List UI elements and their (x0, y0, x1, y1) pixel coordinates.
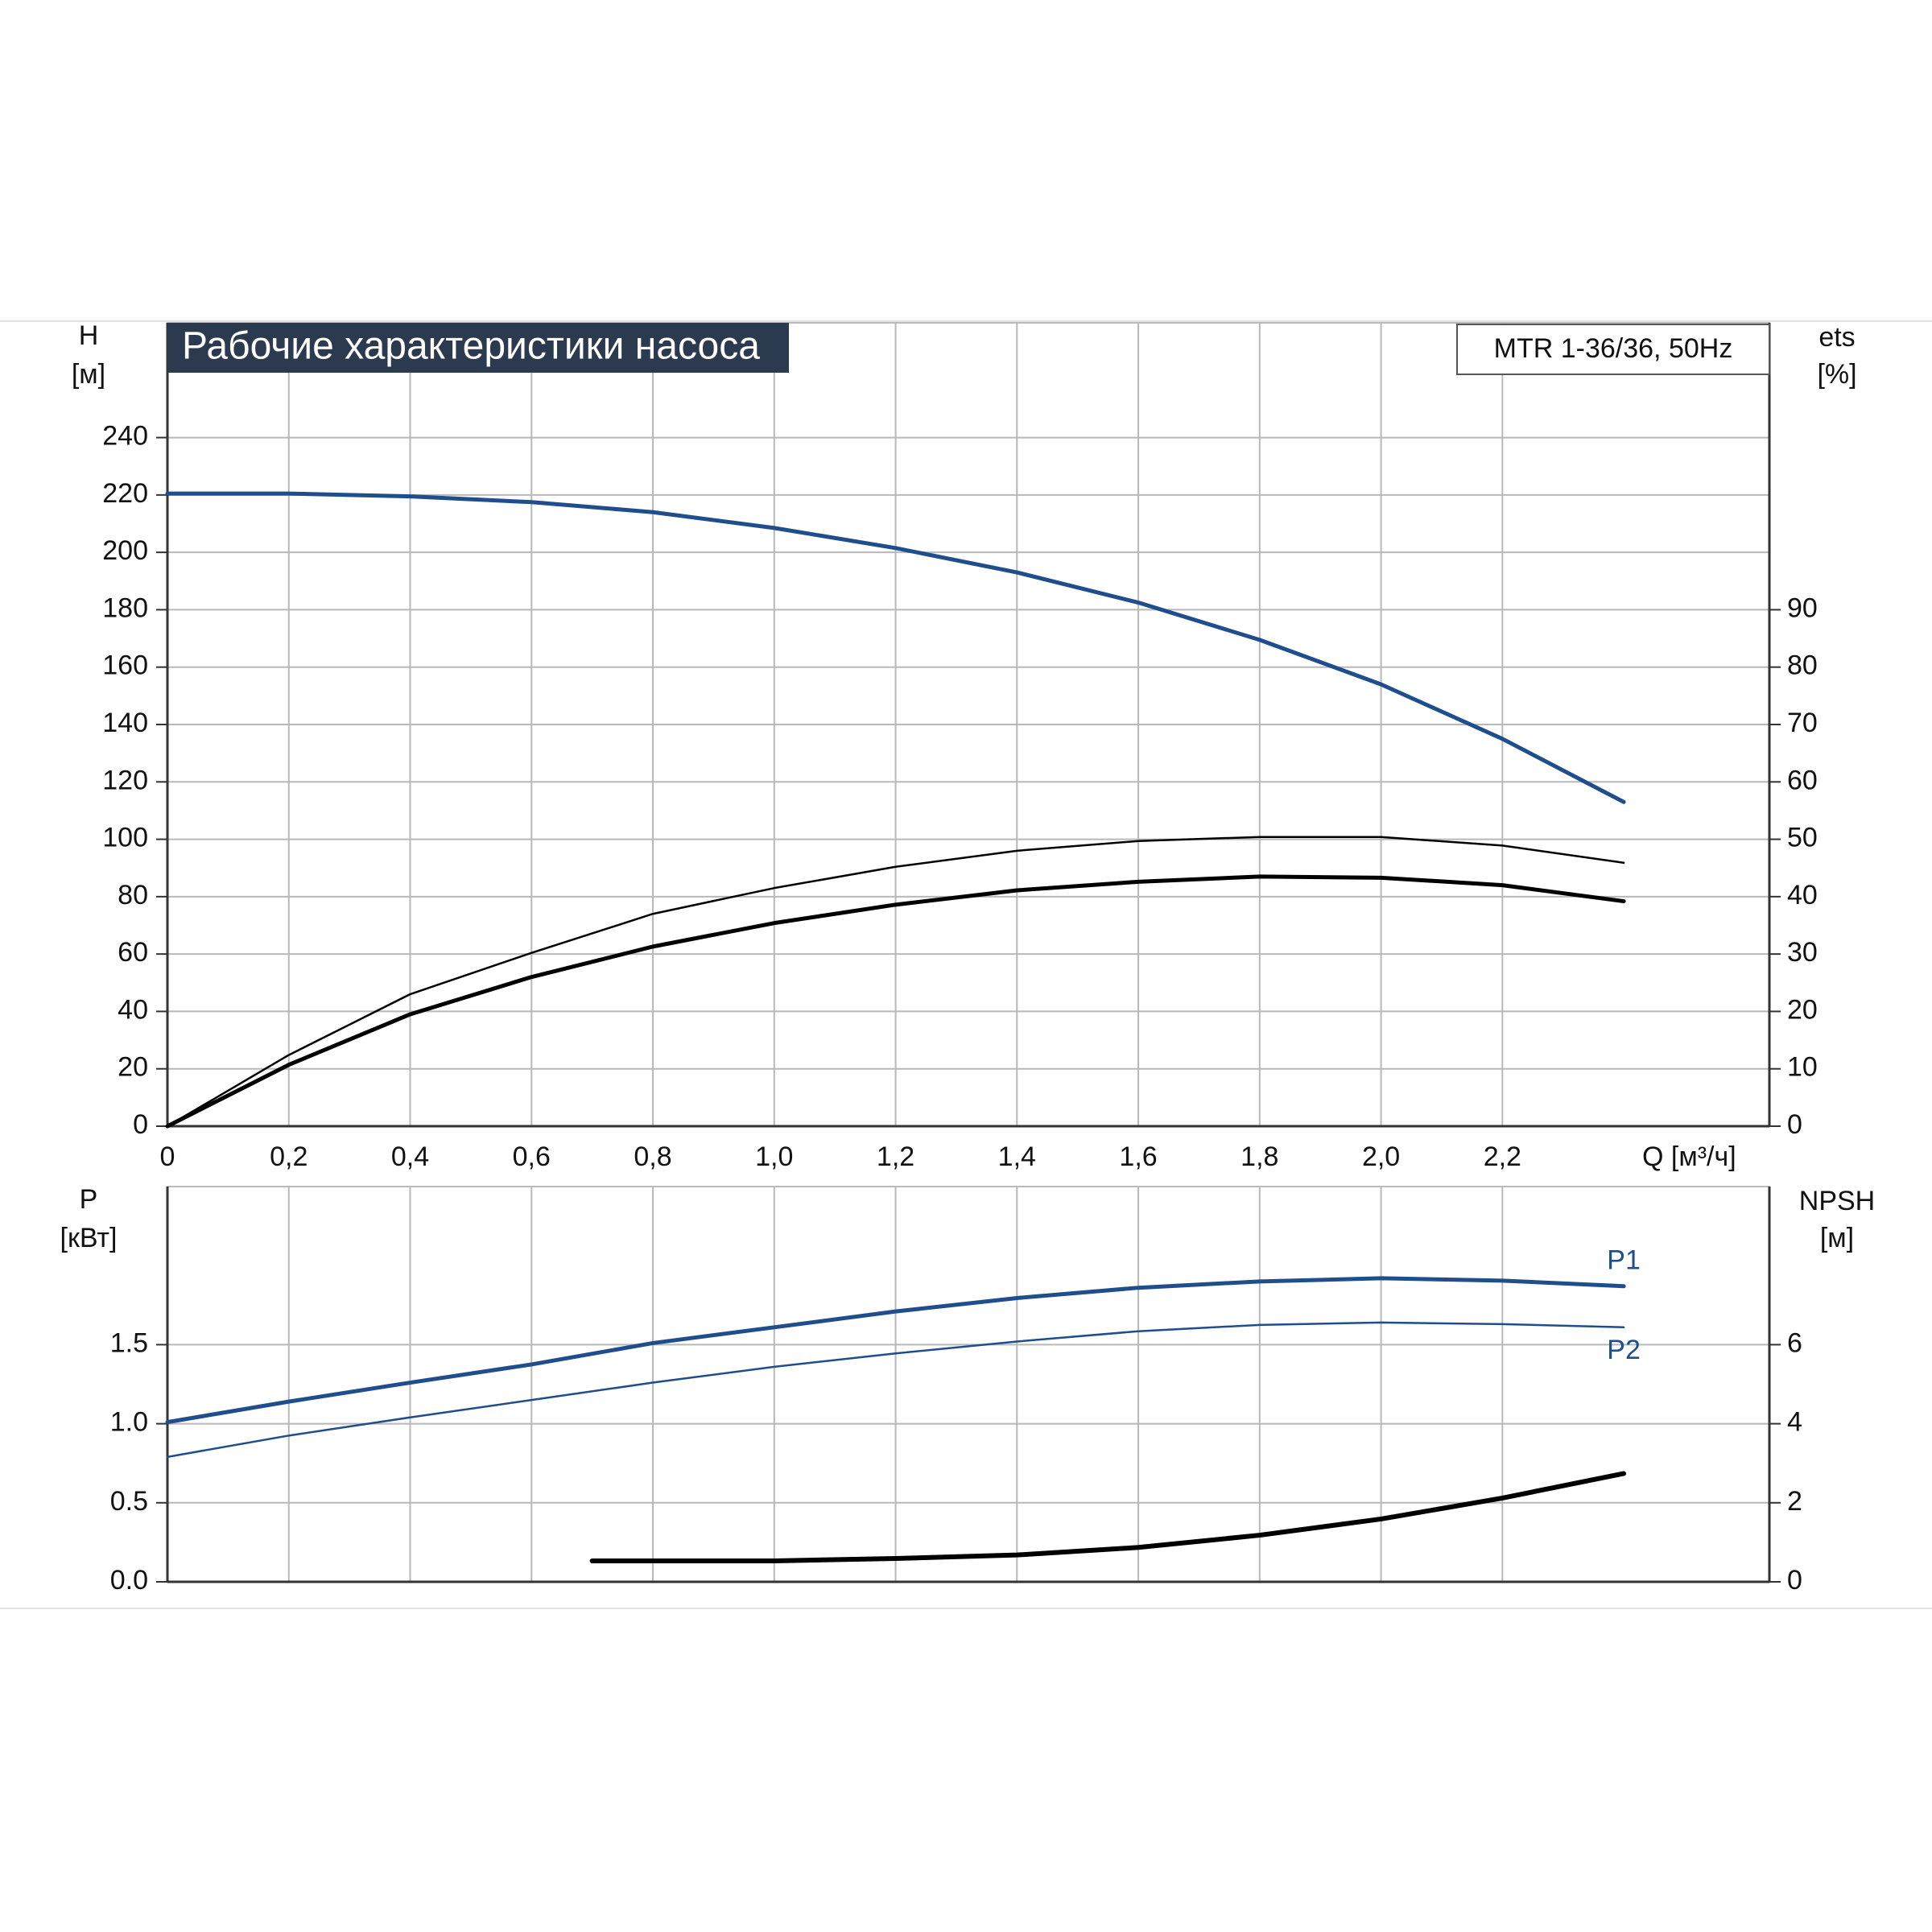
y2-tick-label: 80 (1787, 650, 1818, 681)
y-tick-label: 20 (118, 1052, 148, 1083)
series-line (165, 874, 1626, 1129)
y2-tick-label: 30 (1787, 937, 1818, 968)
y2-tick-label: 0 (1787, 1109, 1802, 1140)
y2-tick-label: 60 (1787, 765, 1818, 795)
y2-tick-label: 6 (1787, 1327, 1802, 1358)
series-line (589, 1471, 1627, 1563)
x-tick-label: 0,2 (270, 1141, 308, 1172)
x-tick-label: 0,6 (513, 1141, 551, 1172)
y2-tick-label: 40 (1787, 880, 1818, 910)
x-tick-label: 0,4 (391, 1141, 429, 1172)
x-tick-label: 1,6 (1119, 1141, 1157, 1172)
chart-title: Рабочие характеристики насоса (182, 325, 760, 368)
series-line (165, 491, 1626, 804)
y-tick-label: 220 (102, 478, 148, 509)
y2-tick-label: 2 (1787, 1486, 1802, 1517)
y-tick-label: 0.5 (110, 1486, 148, 1517)
y-tick-label: 60 (118, 937, 148, 968)
y2-axis-unit: [%] (1817, 359, 1856, 390)
x-tick-label: 1,4 (998, 1141, 1036, 1172)
y-axis-unit: [м] (72, 359, 105, 390)
x-tick-label: 0 (160, 1141, 175, 1172)
y2-axis-unit: [м] (1820, 1223, 1854, 1253)
y2-tick-label: 10 (1787, 1052, 1818, 1083)
y-tick-label: 120 (102, 765, 148, 795)
chart-subtitle: MTR 1-36/36, 50Hz (1494, 333, 1733, 364)
y-tick-label: 1.0 (110, 1407, 148, 1438)
y-tick-label: 240 (102, 421, 148, 452)
y-tick-label: 160 (102, 650, 148, 681)
x-tick-label: 1,8 (1241, 1141, 1278, 1172)
plots: 0 0,2 0,4 0,6 0,8 1,0 1,2 1,4 1,6 1,8 2,0 2,2020406… (60, 320, 1876, 1596)
title-box (167, 323, 789, 373)
y2-axis-label: ets (1818, 322, 1855, 353)
series-label: P1 (1607, 1245, 1641, 1276)
x-tick-label: 0,8 (634, 1141, 671, 1172)
y2-tick-label: 0 (1787, 1565, 1802, 1596)
x-tick-label: 1,2 (877, 1141, 914, 1172)
x-axis-label: Q [м³/ч] (1642, 1141, 1736, 1172)
y-axis-label: P (80, 1184, 98, 1215)
y-tick-label: 180 (102, 592, 148, 623)
y-tick-label: 80 (118, 880, 148, 910)
y-tick-label: 100 (102, 823, 148, 853)
y2-axis-label: NPSH (1799, 1186, 1875, 1216)
series-line (166, 836, 1625, 1128)
series-line (166, 1321, 1625, 1459)
y-tick-label: 0 (133, 1109, 148, 1140)
y2-tick-label: 50 (1787, 823, 1818, 853)
series-label: P2 (1607, 1335, 1641, 1365)
y-tick-label: 0.0 (110, 1565, 148, 1596)
y2-tick-label: 4 (1787, 1407, 1802, 1438)
y-tick-label: 140 (102, 708, 148, 738)
y2-tick-label: 20 (1787, 994, 1818, 1025)
x-tick-label: 2,0 (1362, 1141, 1400, 1172)
y2-tick-label: 70 (1787, 708, 1818, 738)
y2-tick-label: 90 (1787, 592, 1818, 623)
x-tick-label: 2,2 (1484, 1141, 1521, 1172)
y-tick-label: 200 (102, 535, 148, 566)
y-tick-label: 40 (118, 994, 148, 1025)
y-axis-label: H (79, 320, 99, 351)
series-line (165, 1276, 1626, 1425)
x-tick-label: 1,0 (755, 1141, 793, 1172)
y-axis-unit: [кВт] (60, 1223, 118, 1253)
y-tick-label: 1.5 (110, 1327, 148, 1358)
subtitle-box (1456, 324, 1770, 375)
